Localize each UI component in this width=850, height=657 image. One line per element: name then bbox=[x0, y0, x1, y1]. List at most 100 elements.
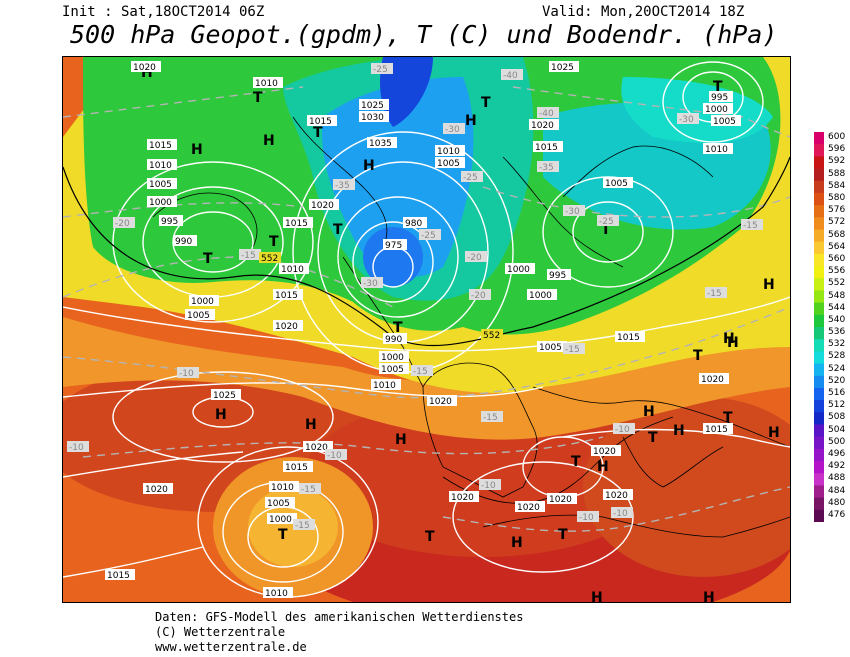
region-red-3 bbox=[583, 397, 790, 577]
svg-text:-35: -35 bbox=[335, 181, 350, 191]
svg-text:-20: -20 bbox=[471, 291, 486, 301]
region-lightblue bbox=[322, 77, 474, 277]
isobar-label: 1020 bbox=[273, 320, 303, 332]
isobar-label: 1020 bbox=[547, 493, 577, 505]
svg-text:1030: 1030 bbox=[361, 113, 384, 123]
svg-text:-15: -15 bbox=[413, 367, 428, 377]
svg-text:1020: 1020 bbox=[549, 495, 572, 505]
colorbar-tick-label: 528 bbox=[828, 351, 846, 362]
temp-label: -10 bbox=[613, 423, 635, 435]
svg-text:-10: -10 bbox=[481, 481, 496, 491]
init-time: Init : Sat,18OCT2014 06Z bbox=[62, 4, 265, 20]
isobar-label: 1010 bbox=[371, 379, 401, 391]
svg-text:-25: -25 bbox=[421, 231, 436, 241]
svg-text:1010: 1010 bbox=[255, 79, 278, 89]
svg-text:1010: 1010 bbox=[281, 265, 304, 275]
low-marker: T bbox=[333, 222, 343, 238]
colorbar-tick-label: 564 bbox=[828, 241, 846, 252]
svg-text:1005: 1005 bbox=[267, 499, 290, 509]
isobar-label: 1005 bbox=[379, 363, 409, 375]
svg-text:1015: 1015 bbox=[107, 571, 130, 581]
high-marker: H bbox=[723, 331, 735, 347]
svg-text:1010: 1010 bbox=[265, 589, 288, 599]
svg-text:-15: -15 bbox=[565, 345, 580, 355]
isobar-label: 1020 bbox=[303, 441, 333, 453]
colorbar-tick-label: 488 bbox=[828, 473, 846, 484]
colorbar-swatch bbox=[814, 351, 824, 365]
svg-text:-15: -15 bbox=[241, 251, 256, 261]
svg-text:1015: 1015 bbox=[285, 219, 308, 229]
chart-title: 500 hPa Geopot.(gpdm), T (C) und Bodendr… bbox=[70, 20, 778, 49]
isobar-label: 995 bbox=[709, 91, 733, 103]
temp-label: -35 bbox=[537, 161, 559, 173]
svg-text:1010: 1010 bbox=[149, 161, 172, 171]
high-marker: H bbox=[597, 459, 609, 475]
isobar-label: 1035 bbox=[367, 137, 397, 149]
colorbar-swatch bbox=[814, 461, 824, 474]
colorbar-swatch bbox=[814, 302, 824, 316]
isobar-label: 1000 bbox=[703, 103, 733, 115]
svg-text:-20: -20 bbox=[115, 219, 130, 229]
isobar-label: 1010 bbox=[703, 143, 733, 155]
colorbar-swatch bbox=[814, 412, 824, 425]
isobar-label: 1000 bbox=[147, 196, 177, 208]
isobar-label: 1020 bbox=[699, 373, 729, 385]
isobar-label: 1010 bbox=[263, 587, 293, 599]
low-marker: T bbox=[313, 125, 323, 141]
svg-text:1010: 1010 bbox=[705, 145, 728, 155]
colorbar-tick-label: 576 bbox=[828, 205, 846, 216]
isobar-label: 1025 bbox=[549, 61, 579, 73]
colorbar-tick-label: 484 bbox=[828, 485, 846, 496]
isobar-label: 1025 bbox=[211, 389, 241, 401]
valid-time: Valid: Mon,20OCT2014 18Z bbox=[542, 4, 745, 20]
isobar-label: 1015 bbox=[307, 115, 337, 127]
isobar-label: 1010 bbox=[253, 77, 283, 89]
colorbar-swatch bbox=[814, 217, 824, 230]
svg-text:1005: 1005 bbox=[381, 365, 404, 375]
isobar-label: 1020 bbox=[529, 119, 559, 131]
colorbar-tick-label: 520 bbox=[828, 375, 846, 386]
svg-text:1020: 1020 bbox=[145, 485, 168, 495]
isobar-label: 1005 bbox=[185, 309, 215, 321]
svg-text:1005: 1005 bbox=[605, 179, 628, 189]
svg-text:552: 552 bbox=[261, 254, 278, 264]
svg-text:-25: -25 bbox=[599, 217, 614, 227]
svg-text:552: 552 bbox=[483, 331, 500, 341]
isobar-label: 1010 bbox=[147, 159, 177, 171]
svg-text:-10: -10 bbox=[579, 513, 594, 523]
colorbar-swatch bbox=[814, 424, 824, 438]
colorbar-tick-label: 580 bbox=[828, 193, 846, 204]
colorbar-swatch bbox=[814, 436, 824, 450]
colorbar-tick-label: 572 bbox=[828, 217, 846, 228]
svg-text:-10: -10 bbox=[69, 443, 84, 453]
svg-text:995: 995 bbox=[549, 271, 566, 281]
temp-label: -30 bbox=[443, 123, 465, 135]
colorbar-tick-label: 500 bbox=[828, 436, 846, 447]
temp-label: -25 bbox=[419, 229, 441, 241]
svg-text:-40: -40 bbox=[539, 109, 554, 119]
svg-text:1015: 1015 bbox=[149, 141, 172, 151]
svg-text:-15: -15 bbox=[483, 413, 498, 423]
svg-text:-10: -10 bbox=[327, 451, 342, 461]
svg-text:995: 995 bbox=[161, 217, 178, 227]
low-marker: T bbox=[393, 320, 403, 336]
colorbar-swatch bbox=[814, 241, 824, 255]
colorbar-tick-label: 552 bbox=[828, 278, 846, 289]
temp-label: -15 bbox=[705, 287, 727, 299]
svg-text:-35: -35 bbox=[539, 163, 554, 173]
svg-text:-10: -10 bbox=[613, 509, 628, 519]
svg-text:1020: 1020 bbox=[311, 201, 334, 211]
svg-text:1005: 1005 bbox=[539, 343, 562, 353]
svg-text:-10: -10 bbox=[615, 425, 630, 435]
svg-text:-10: -10 bbox=[179, 369, 194, 379]
svg-text:1010: 1010 bbox=[437, 147, 460, 157]
isobar-label: 1020 bbox=[309, 199, 339, 211]
isobar-label: 1005 bbox=[265, 497, 295, 509]
high-marker: H bbox=[215, 407, 227, 423]
temp-label: -25 bbox=[461, 171, 483, 183]
temp-label: -10 bbox=[479, 479, 501, 491]
colorbar-tick-label: 536 bbox=[828, 327, 846, 338]
colorbar-swatch bbox=[814, 509, 824, 522]
footer-website-link[interactable]: www.wetterzentrale.de bbox=[155, 640, 307, 654]
colorbar-tick-label: 556 bbox=[828, 266, 846, 277]
